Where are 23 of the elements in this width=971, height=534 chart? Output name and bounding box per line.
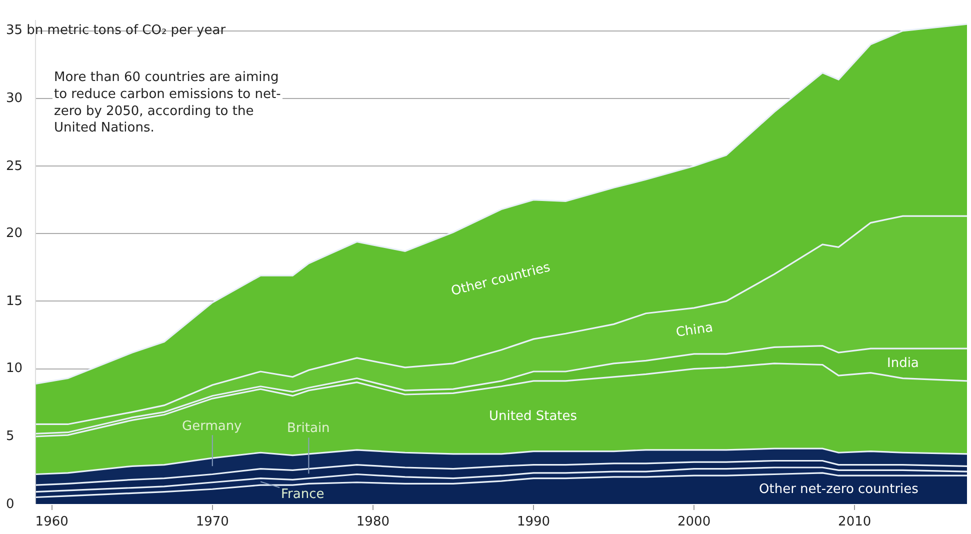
y-tick-label: 35 bn metric tons of CO₂ per year (6, 23, 226, 38)
y-tick-label: 10 (6, 361, 23, 376)
y-tick-label: 25 (6, 159, 23, 174)
series-label: India (887, 356, 919, 371)
x-tick-label: 2000 (678, 514, 711, 530)
x-tick-label: 1970 (196, 514, 229, 530)
text: Britain (287, 421, 330, 436)
series-label: France (281, 487, 324, 502)
y-tick-label: 5 (6, 429, 14, 444)
series-label: Other net-zero countries (759, 482, 919, 497)
x-tick-label: 1960 (35, 514, 68, 530)
series-label: United States (489, 409, 578, 424)
annotation: More than 60 countries are aiming to reduce carbon emissions to net-zero by 2050, according to the United Nations. (54, 70, 282, 136)
series-label: China (675, 320, 714, 340)
x-tick-label: 1990 (516, 514, 550, 530)
x-tick-label: 1980 (356, 514, 390, 530)
x-tick-label: 2010 (838, 514, 872, 530)
series-label: Germany (182, 419, 242, 434)
series-label: Other countries (450, 260, 552, 300)
y-tick-label: 20 (6, 226, 23, 241)
y-tick-label: 30 (6, 91, 23, 106)
y-tick-label: 15 (6, 294, 23, 309)
y-tick-label: 0 (6, 497, 14, 512)
